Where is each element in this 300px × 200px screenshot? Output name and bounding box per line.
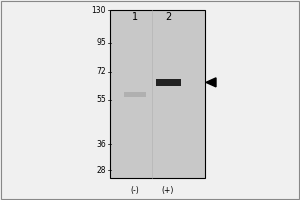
Bar	[124, 92, 146, 97]
Text: 55: 55	[96, 95, 106, 104]
Text: 1: 1	[132, 12, 138, 22]
Text: 2: 2	[165, 12, 171, 22]
Text: 130: 130	[92, 6, 106, 15]
Polygon shape	[206, 78, 216, 87]
Text: (+): (+)	[162, 186, 174, 195]
Bar	[110, 10, 205, 178]
Text: 72: 72	[96, 67, 106, 76]
Text: 36: 36	[96, 140, 106, 149]
Text: 95: 95	[96, 38, 106, 47]
Text: 28: 28	[97, 166, 106, 175]
Bar	[155, 79, 181, 86]
Text: (-): (-)	[130, 186, 140, 195]
